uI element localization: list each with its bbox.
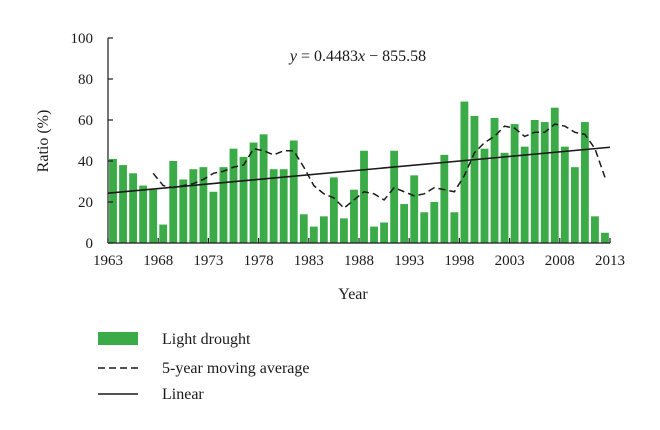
equation-rhs: − 855.58 — [365, 48, 426, 65]
bar — [460, 101, 469, 243]
bar — [239, 156, 248, 243]
x-tick-label: 1978 — [244, 253, 274, 269]
bar — [219, 167, 228, 243]
bar — [179, 179, 188, 243]
y-tick-label: 80 — [78, 72, 93, 88]
legend-item-moving-average: 5-year moving average — [98, 360, 309, 377]
legend: Light drought 5-year moving average Line… — [98, 331, 309, 403]
bar — [329, 177, 338, 243]
y-tick-label: 100 — [71, 31, 94, 47]
bar — [129, 173, 138, 243]
legend-label-light-drought: Light drought — [162, 331, 251, 348]
y-tick-label: 60 — [78, 113, 93, 129]
bar — [340, 218, 348, 243]
bar — [279, 169, 288, 243]
bar — [520, 146, 529, 243]
legend-label-linear: Linear — [162, 386, 204, 403]
bar — [360, 150, 368, 243]
bar — [530, 120, 539, 243]
bar — [430, 202, 439, 243]
bar — [601, 232, 609, 243]
bar — [119, 165, 127, 243]
x-tick-label: 1963 — [93, 253, 123, 269]
equation-mid: = 0.4483 — [297, 48, 358, 65]
bar — [269, 169, 278, 243]
bar — [229, 148, 238, 243]
bar — [259, 134, 268, 243]
legend-item-linear: Linear — [98, 386, 204, 403]
bar — [490, 117, 499, 243]
equation-var: x — [357, 48, 365, 65]
bar — [249, 142, 258, 243]
legend-swatch-bar — [98, 332, 138, 345]
x-tick-label: 1983 — [294, 253, 324, 269]
y-axis-title: Ratio (%) — [35, 110, 52, 173]
bar — [390, 150, 399, 243]
plot-area — [107, 101, 611, 243]
x-tick-label: 1998 — [444, 253, 474, 269]
bar — [199, 167, 208, 243]
bar — [400, 204, 409, 243]
x-tick-label: 2008 — [545, 253, 575, 269]
bar — [440, 154, 449, 243]
bar — [169, 161, 178, 243]
bar — [540, 122, 549, 243]
bar — [139, 185, 148, 243]
bar — [159, 224, 168, 243]
legend-item-light-drought: Light drought — [98, 331, 251, 348]
bar — [570, 167, 579, 243]
x-tick-label: 1993 — [394, 253, 424, 269]
bar — [500, 152, 509, 243]
bar — [209, 191, 218, 243]
linear-trend-line — [107, 146, 611, 194]
equation-lhs: y — [288, 48, 298, 65]
bar — [580, 122, 589, 243]
bar — [510, 124, 519, 243]
y-ticks: 0 20 40 60 80 100 — [71, 31, 113, 252]
x-axis-title: Year — [338, 286, 368, 303]
bar — [309, 226, 318, 243]
bar — [289, 140, 298, 243]
bar — [380, 222, 389, 243]
bar — [420, 212, 429, 243]
regression-equation: y = 0.4483x − 855.58 — [288, 48, 426, 65]
x-tick-label: 1973 — [193, 253, 223, 269]
bar — [591, 216, 599, 243]
legend-label-moving-average: 5-year moving average — [162, 360, 309, 377]
bars-group — [109, 101, 609, 243]
bar — [319, 216, 328, 243]
x-ticks: 1963 1968 1973 1978 1983 1988 1993 1998 2003 2008… — [93, 238, 625, 269]
x-tick-label: 2013 — [595, 253, 625, 269]
bar — [480, 148, 489, 243]
bar — [189, 169, 198, 243]
bar — [109, 158, 117, 243]
bar — [450, 212, 459, 243]
bar — [410, 175, 419, 243]
y-tick-label: 0 — [86, 236, 94, 252]
bar — [299, 214, 308, 243]
bar — [560, 146, 569, 243]
y-tick-label: 20 — [78, 195, 93, 211]
bar — [470, 115, 479, 243]
bar — [550, 107, 559, 243]
x-tick-label: 1968 — [143, 253, 173, 269]
bar — [149, 189, 158, 243]
bar — [350, 189, 358, 243]
x-tick-label: 1988 — [344, 253, 374, 269]
bar — [370, 226, 378, 243]
y-tick-label: 40 — [78, 154, 93, 170]
x-tick-label: 2003 — [495, 253, 525, 269]
